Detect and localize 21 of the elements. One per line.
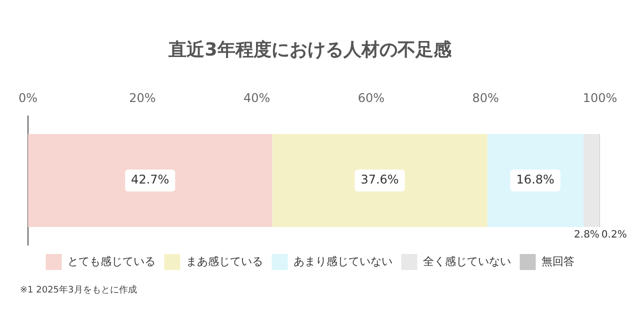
legend-label: とても感じている xyxy=(67,254,156,268)
text: ※1 2025年3月をもとに作成 xyxy=(20,284,137,296)
legend-label: 全く感じていない xyxy=(422,254,511,268)
bar xyxy=(272,134,488,227)
x-tick-label: 80% xyxy=(472,90,499,105)
x-tick-label: 40% xyxy=(243,90,270,105)
legend-label: 無回答 xyxy=(541,254,574,268)
legend-label: あまり感じていない xyxy=(293,254,392,268)
bar xyxy=(583,134,600,227)
chart-title: 直近3年程度における人材の不足感 xyxy=(168,39,452,60)
legend-label: まあ感じている xyxy=(186,254,263,268)
x-tick-label: 60% xyxy=(358,90,385,105)
x-tick-label: 0% xyxy=(18,90,38,105)
data-label: 16.8% xyxy=(516,172,554,187)
bar xyxy=(28,134,272,227)
data-label: 42.7% xyxy=(131,172,170,187)
data-label: 37.6% xyxy=(360,172,399,187)
x-tick-label: 20% xyxy=(129,90,156,105)
x-tick-label: 100% xyxy=(582,90,618,105)
data-label: 2.8% xyxy=(574,230,600,241)
data-label: 0.2% xyxy=(601,230,627,241)
